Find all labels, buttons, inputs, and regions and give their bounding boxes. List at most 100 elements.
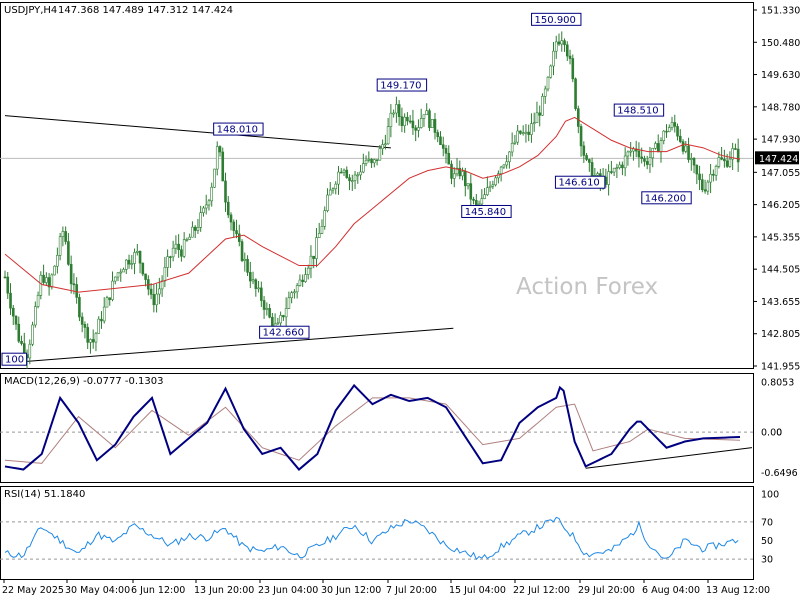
candle-body [72, 283, 76, 286]
candle-body [42, 274, 45, 283]
candle-body [612, 167, 616, 173]
candle-body [673, 122, 677, 127]
candle-body [163, 267, 167, 282]
candle-body [127, 259, 131, 265]
price-y-tick-label: 149.630 [761, 70, 800, 81]
candle-body [246, 258, 249, 273]
annotation-label: 142.660 [263, 328, 304, 339]
annotation-label: 149.170 [380, 81, 421, 92]
candle-body [185, 239, 189, 241]
candle-body [89, 339, 92, 343]
candle-body [262, 300, 266, 310]
candle-body [124, 259, 128, 270]
candle-body [695, 164, 699, 175]
candle-body [78, 297, 81, 318]
candle-body [565, 44, 569, 57]
candle-body [582, 145, 586, 156]
candle-body [180, 249, 183, 257]
candle-body [430, 119, 434, 128]
candle-body [122, 269, 125, 273]
candle-body [158, 288, 161, 295]
candle-body [204, 204, 208, 209]
x-tick-label: 6 Aug 04:00 [642, 585, 700, 596]
candle-body [406, 116, 409, 122]
candle-body [637, 150, 641, 158]
candle-body [229, 214, 233, 223]
candle-body [47, 277, 51, 288]
annotation-box [554, 175, 606, 189]
candle-body [667, 127, 671, 132]
candle-body [293, 291, 296, 294]
candle-body [475, 200, 478, 206]
candle-body [251, 279, 255, 282]
candle-body [119, 271, 123, 274]
candle-body [213, 168, 216, 188]
candle-body [499, 166, 503, 174]
candle-body [596, 173, 599, 176]
candle-body [626, 151, 630, 157]
x-tick-label: 23 Jun 04:00 [258, 585, 318, 596]
price-trendline-1 [14, 327, 454, 363]
candle-body [397, 104, 401, 118]
candle-body [557, 41, 561, 45]
candle-body [425, 110, 429, 116]
candle-body [359, 171, 362, 176]
rsi-panel-frame [0, 486, 754, 580]
candle-body [149, 288, 153, 295]
candle-body [306, 267, 310, 275]
price-annotation: 146.610 [554, 175, 606, 189]
candle-body [720, 157, 723, 160]
candle-body [414, 127, 417, 131]
candle-body [433, 119, 437, 133]
candle-body [648, 157, 652, 165]
candle-body [723, 158, 726, 162]
candle-body [348, 177, 351, 182]
candle-body [339, 171, 343, 174]
candle-body [585, 155, 588, 160]
candle-body [11, 307, 15, 317]
candle-body [538, 112, 542, 116]
candle-body [488, 185, 492, 188]
candle-body [20, 340, 23, 344]
candle-body [477, 203, 481, 206]
candle-body [461, 171, 464, 177]
x-tick-label: 6 Jun 12:00 [131, 585, 185, 596]
candle-body [549, 65, 553, 78]
candle-body [102, 306, 106, 322]
candle-body [254, 279, 258, 289]
price-trendline-0 [4, 115, 391, 149]
macd-header: MACD(12,26,9) -0.0777 -0.1303 [4, 376, 164, 387]
annotation-box [461, 204, 512, 218]
candle-body [378, 148, 382, 161]
x-tick-label: 30 Jun 12:00 [321, 585, 381, 596]
price-y-tick-label: 150.480 [761, 38, 800, 49]
candle-body [136, 250, 139, 253]
candle-body [58, 236, 62, 256]
candle-body [441, 144, 445, 149]
price-y-tick-label: 142.805 [761, 329, 800, 340]
candle-body [221, 151, 225, 182]
candle-body [419, 118, 423, 128]
rsi-y-tick-label: 30 [761, 555, 773, 566]
candle-body [218, 146, 222, 153]
candle-body [692, 158, 696, 166]
candle-body [80, 316, 84, 325]
candle-body [417, 127, 420, 131]
candle-body [113, 276, 117, 282]
candle-body [215, 146, 219, 170]
candle-body [486, 187, 489, 196]
candle-body [312, 255, 316, 259]
candle-body [188, 236, 191, 240]
candle-body [279, 315, 282, 324]
candle-body [505, 161, 508, 166]
candle-body [510, 143, 514, 153]
candle-body [623, 155, 627, 169]
candle-body [196, 227, 200, 231]
price-y-tick-label: 151.330 [761, 6, 800, 17]
candle-body [530, 123, 533, 135]
candle-body [698, 173, 701, 180]
candle-body [334, 183, 338, 190]
candle-body [17, 323, 21, 342]
price-annotation: 149.170 [376, 78, 428, 92]
